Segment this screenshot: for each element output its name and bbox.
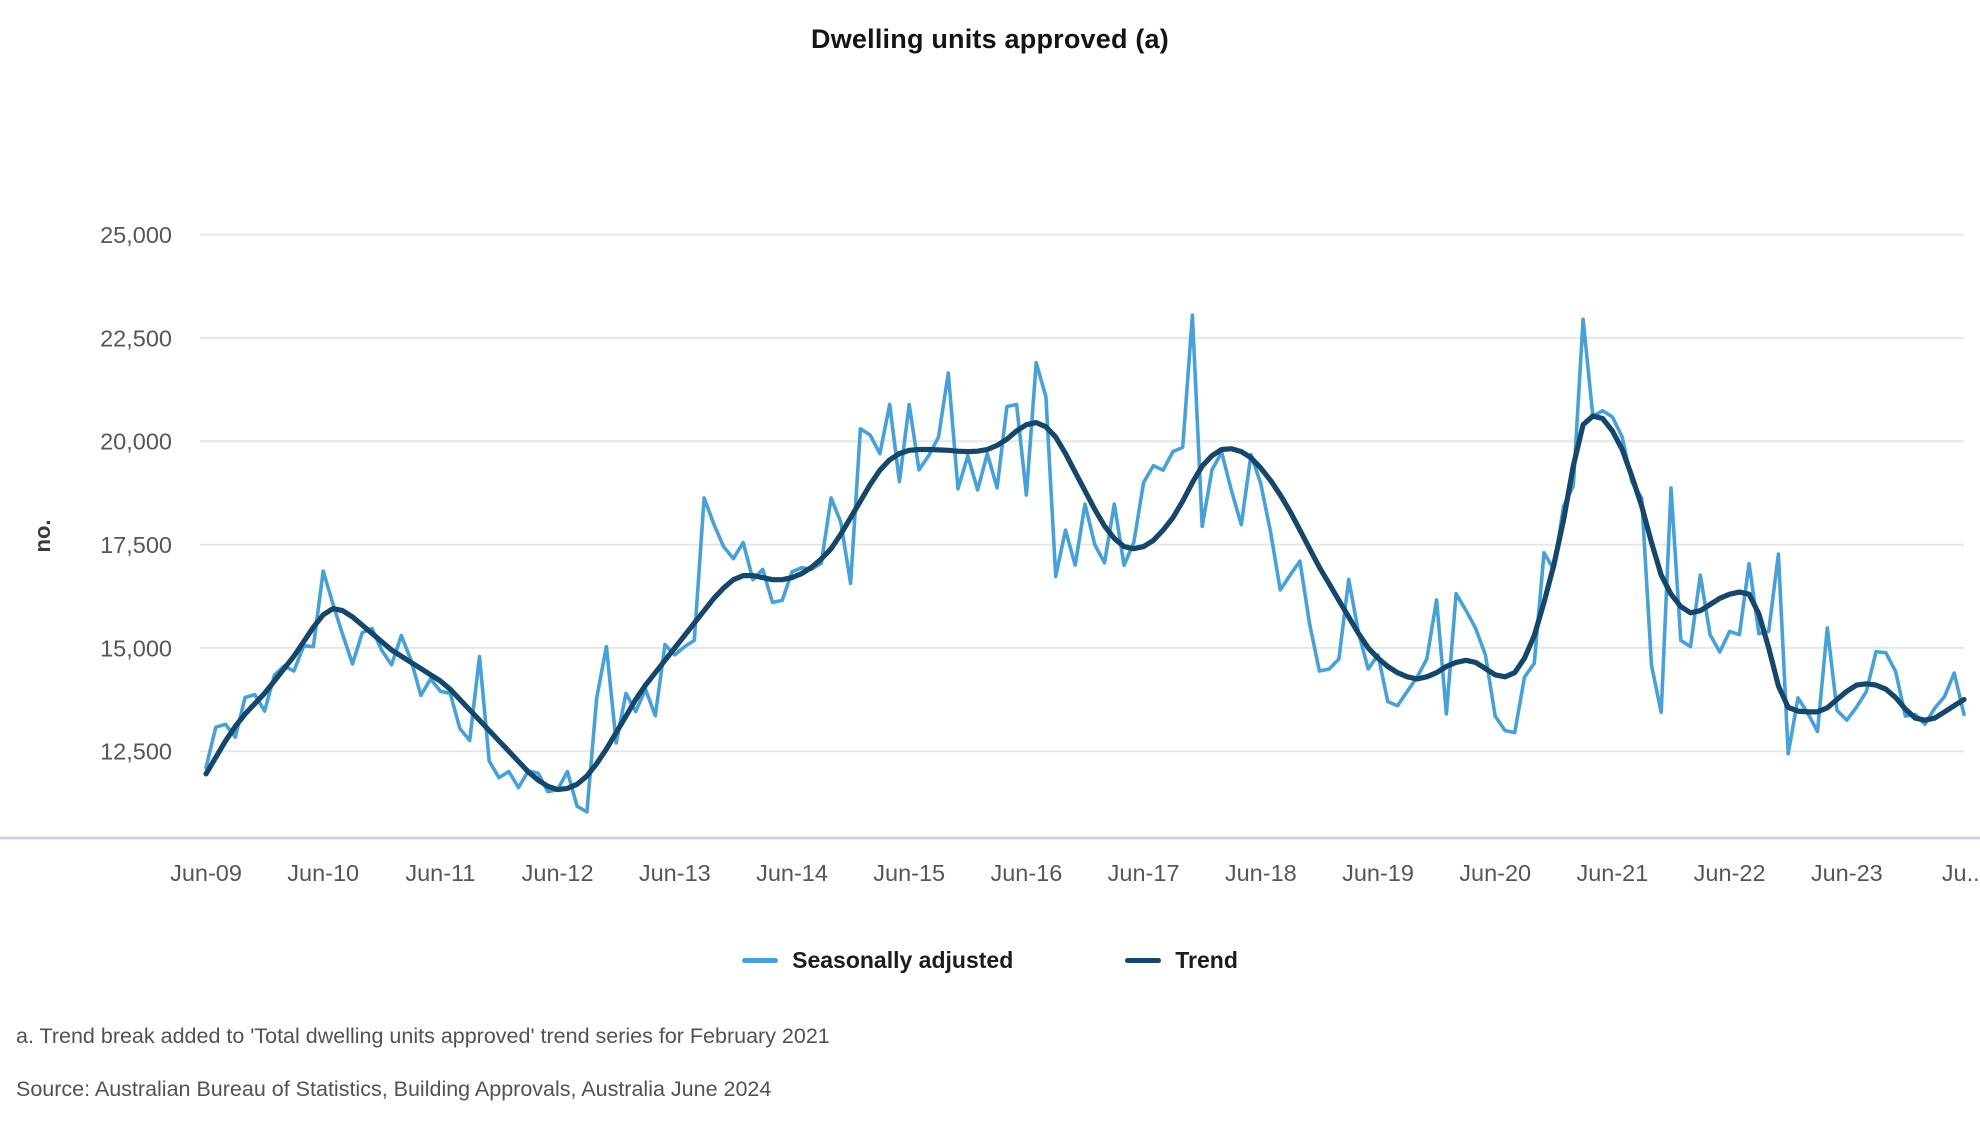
x-tick-label: Jun-10: [287, 860, 359, 886]
y-tick-label: 17,500: [100, 532, 172, 558]
x-tick-label: Jun-18: [1225, 860, 1297, 886]
x-tick-label: Jun-12: [522, 860, 594, 886]
legend-item-seasonally-adjusted[interactable]: Seasonally adjusted: [742, 947, 1013, 974]
legend-item-trend[interactable]: Trend: [1125, 947, 1238, 974]
x-tick-label: Jun-13: [639, 860, 711, 886]
x-tick-label: Jun-11: [405, 860, 475, 886]
y-tick-label: 25,000: [100, 222, 172, 248]
seasonally-adjusted-line: [204, 313, 1966, 814]
footnote-source: Source: Australian Bureau of Statistics,…: [16, 1077, 772, 1101]
x-tick-label: Jun-09: [170, 860, 242, 886]
chart-title: Dwelling units approved (a): [811, 24, 1169, 54]
trend-line: [203, 413, 1967, 793]
x-tick-label: Ju...: [1942, 860, 1980, 886]
x-tick-label: Jun-22: [1694, 860, 1766, 886]
chart-legend: Seasonally adjusted Trend: [0, 947, 1980, 974]
legend-label-trend: Trend: [1175, 947, 1238, 973]
x-tick-label: Jun-19: [1342, 860, 1414, 886]
trend-swatch-icon: [1125, 958, 1162, 963]
x-tick-label: Jun-20: [1459, 860, 1531, 886]
legend-label-seasonally-adjusted: Seasonally adjusted: [792, 947, 1014, 973]
seasonally-adjusted-swatch-icon: [742, 958, 779, 963]
x-tick-label: Jun-21: [1576, 860, 1648, 886]
chart-canvas[interactable]: 25,000 22,500 20,000 17,500 15,000 12,500 no. J…: [0, 0, 1980, 910]
x-tick-label: Jun-17: [1108, 860, 1180, 886]
footnote-trend-break: a. Trend break added to 'Total dwelling …: [16, 1024, 830, 1048]
y-tick-label: 20,000: [100, 429, 172, 455]
x-tick-label: Jun-14: [756, 860, 828, 886]
x-tick-label: Jun-15: [873, 860, 945, 886]
y-tick-label: 22,500: [100, 325, 172, 351]
y-tick-label: 12,500: [100, 739, 172, 765]
y-tick-label: 15,000: [100, 635, 172, 661]
x-tick-label: Jun-23: [1811, 860, 1883, 886]
y-axis-title: no.: [30, 520, 55, 553]
x-tick-label: Jun-16: [990, 860, 1062, 886]
